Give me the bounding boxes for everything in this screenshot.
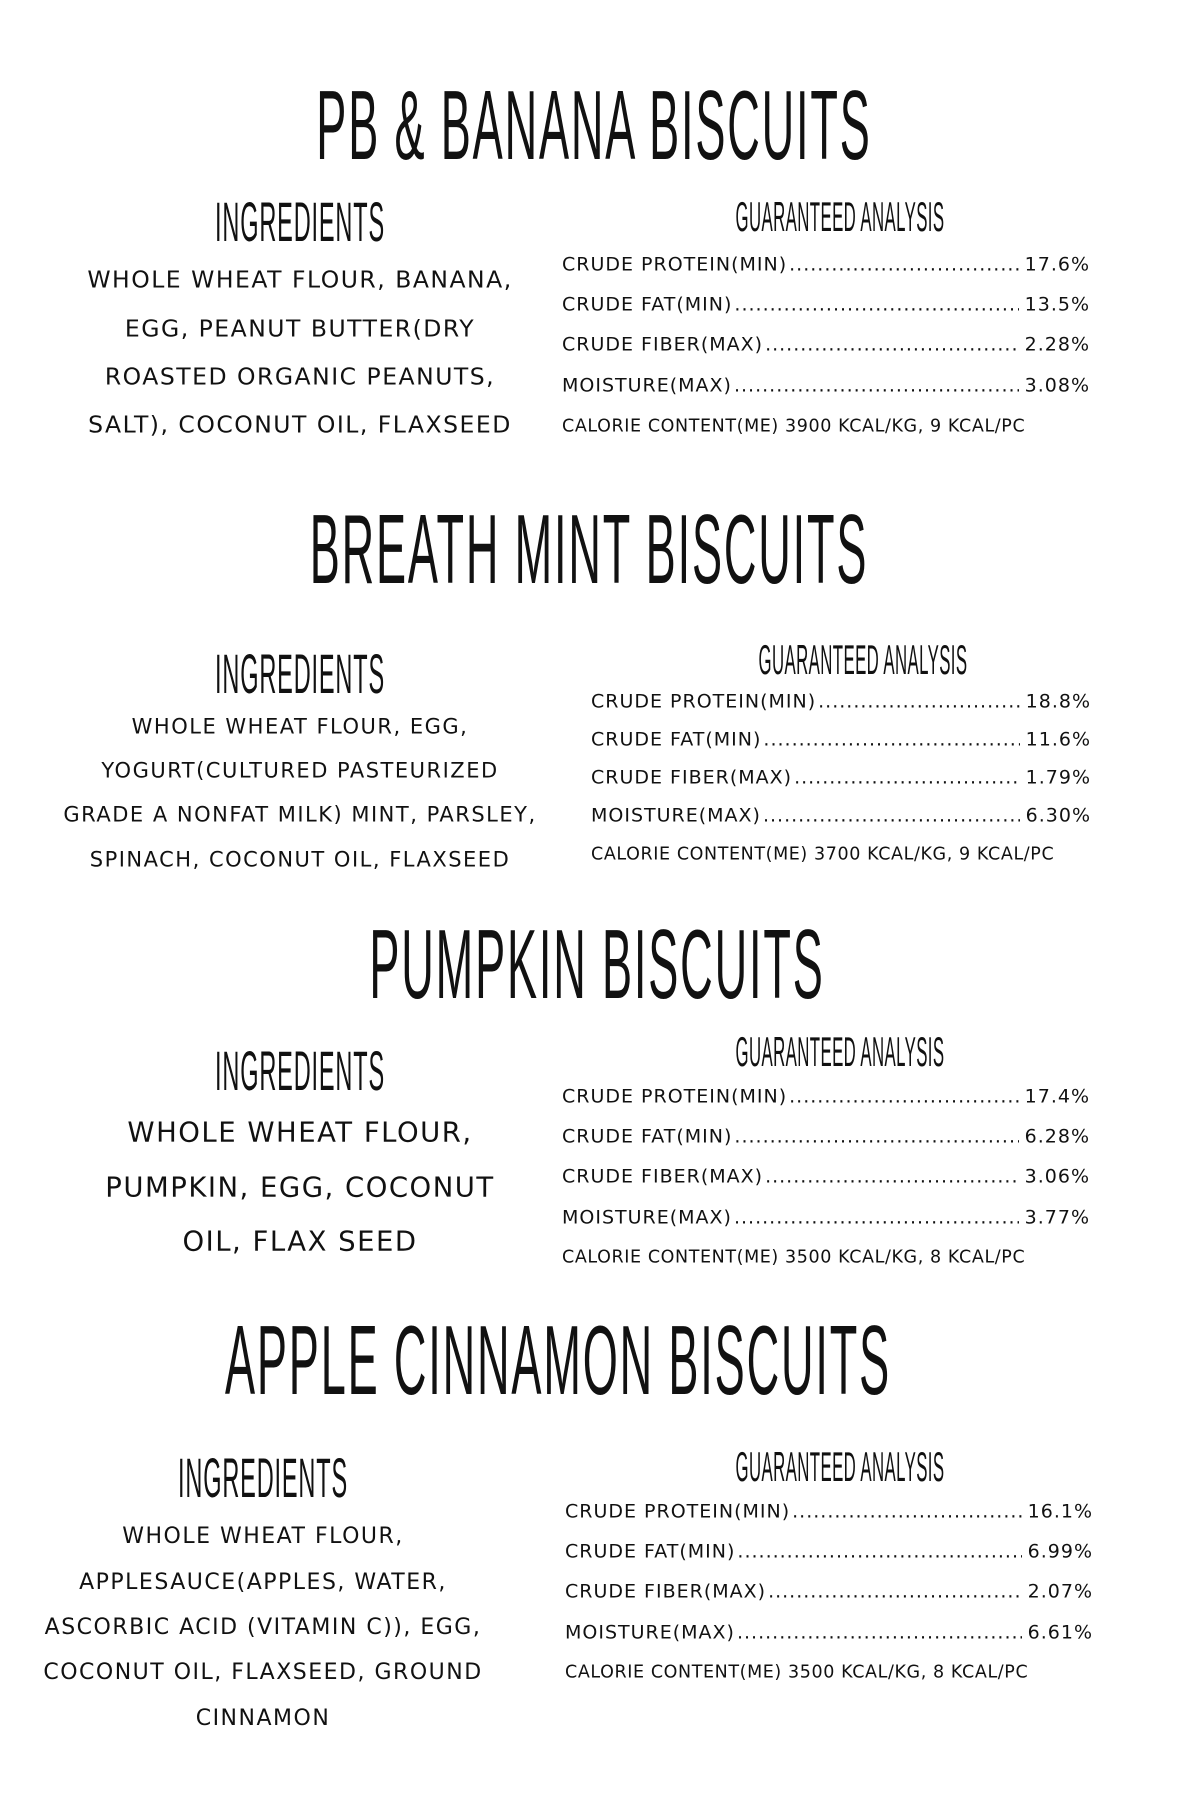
analysis-label: MOISTURE(MAX) <box>565 1621 735 1644</box>
analysis-label: CRUDE PROTEIN(MIN) <box>562 1085 788 1108</box>
dot-leader <box>818 693 1020 712</box>
analysis-label: MOISTURE(MAX) <box>562 1206 732 1229</box>
product-title: APPLE CINNAMON BISCUITS <box>224 1305 892 1415</box>
analysis-label: MOISTURE(MAX) <box>562 374 732 397</box>
analysis-row: CRUDE FIBER(MAX) 1.79% <box>591 766 1091 789</box>
dot-leader <box>737 1624 1022 1643</box>
ingredients-line: WHOLE WHEAT FLOUR, EGG, <box>131 714 469 739</box>
ingredients-heading: INGREDIENTS <box>215 642 385 705</box>
guaranteed-analysis-heading: GUARANTEED ANALYSIS <box>758 636 968 683</box>
analysis-value: 13.5% <box>1024 293 1090 316</box>
ingredients-line: GRADE A NONFAT MILK) MINT, PARSLEY, <box>63 802 537 827</box>
ingredients-line: WHOLE WHEAT FLOUR, BANANA, <box>87 265 513 294</box>
guaranteed-analysis-heading: GUARANTEED ANALYSIS <box>735 1443 945 1490</box>
dot-leader <box>765 1168 1019 1187</box>
ingredients-line: APPLESAUCE(APPLES, WATER, <box>79 1570 447 1595</box>
analysis-row: CRUDE PROTEIN(MIN) 17.6% <box>562 253 1090 276</box>
product-title: PB & BANANA BISCUITS <box>316 70 872 180</box>
analysis-row: MOISTURE(MAX) 3.77% <box>562 1206 1090 1229</box>
guaranteed-analysis-heading: GUARANTEED ANALYSIS <box>735 1028 945 1075</box>
ingredients-line: ASCORBIC ACID (VITAMIN C)), EGG, <box>44 1615 482 1640</box>
guaranteed-analysis-heading: GUARANTEED ANALYSIS <box>735 193 945 240</box>
analysis-value: 6.99% <box>1027 1540 1093 1563</box>
ingredients-line: SPINACH, COCONUT OIL, FLAXSEED <box>89 847 511 872</box>
analysis-label: CRUDE PROTEIN(MIN) <box>562 253 788 276</box>
analysis-row: CRUDE FIBER(MAX) 3.06% <box>562 1165 1090 1188</box>
dot-leader <box>789 256 1019 275</box>
analysis-value: 3.06% <box>1024 1165 1090 1188</box>
dot-leader <box>734 1209 1019 1228</box>
analysis-value: 11.6% <box>1025 728 1091 751</box>
analysis-label: CRUDE PROTEIN(MIN) <box>591 690 817 713</box>
dot-leader <box>768 1583 1022 1602</box>
analysis-row: CRUDE PROTEIN(MIN) 16.1% <box>565 1500 1093 1523</box>
dot-leader <box>792 1503 1022 1522</box>
analysis-row: MOISTURE(MAX) 6.61% <box>565 1621 1093 1644</box>
analysis-value: 18.8% <box>1025 690 1091 713</box>
ingredients-line: YOGURT(CULTURED PASTEURIZED <box>101 758 499 783</box>
analysis-row: CRUDE FIBER(MAX) 2.07% <box>565 1580 1093 1603</box>
ingredients-line: ROASTED ORGANIC PEANUTS, <box>104 362 496 391</box>
analysis-label: CRUDE FAT(MIN) <box>565 1540 736 1563</box>
analysis-value: 17.6% <box>1024 253 1090 276</box>
calorie-content: CALORIE CONTENT(ME) 3500 KCAL/KG, 8 KCAL… <box>562 1247 1026 1268</box>
analysis-value: 6.30% <box>1025 804 1091 827</box>
calorie-content: CALORIE CONTENT(ME) 3500 KCAL/KG, 8 KCAL… <box>565 1662 1029 1683</box>
analysis-row: CRUDE PROTEIN(MIN) 18.8% <box>591 690 1091 713</box>
analysis-row: CRUDE FAT(MIN) 6.28% <box>562 1125 1090 1148</box>
analysis-row: CRUDE FIBER(MAX) 2.28% <box>562 333 1090 356</box>
analysis-value: 2.07% <box>1027 1580 1093 1603</box>
calorie-content: CALORIE CONTENT(ME) 3900 KCAL/KG, 9 KCAL… <box>562 416 1026 437</box>
analysis-label: CRUDE FAT(MIN) <box>562 1125 733 1148</box>
ingredients-line: WHOLE WHEAT FLOUR, <box>122 1524 404 1549</box>
ingredients-heading: INGREDIENTS <box>215 1039 385 1102</box>
ingredients-line: EGG, PEANUT BUTTER(DRY <box>124 314 476 343</box>
product-title: PUMPKIN BISCUITS <box>369 909 825 1019</box>
dot-leader <box>794 769 1020 788</box>
analysis-row: CRUDE PROTEIN(MIN) 17.4% <box>562 1085 1090 1108</box>
dot-leader <box>765 336 1019 355</box>
analysis-value: 3.08% <box>1024 374 1090 397</box>
analysis-label: CRUDE FAT(MIN) <box>562 293 733 316</box>
analysis-label: CRUDE FIBER(MAX) <box>591 766 793 789</box>
analysis-value: 2.28% <box>1024 333 1090 356</box>
analysis-value: 3.77% <box>1024 1206 1090 1229</box>
analysis-row: CRUDE FAT(MIN) 6.99% <box>565 1540 1093 1563</box>
analysis-label: CRUDE FIBER(MAX) <box>562 1165 764 1188</box>
analysis-value: 1.79% <box>1025 766 1091 789</box>
dot-leader <box>789 1088 1019 1107</box>
analysis-row: CRUDE FAT(MIN) 11.6% <box>591 728 1091 751</box>
dot-leader <box>734 296 1018 315</box>
dot-leader <box>734 377 1019 396</box>
analysis-row: CRUDE FAT(MIN) 13.5% <box>562 293 1090 316</box>
analysis-label: CRUDE FIBER(MAX) <box>565 1580 767 1603</box>
analysis-label: CRUDE FIBER(MAX) <box>562 333 764 356</box>
analysis-row: MOISTURE(MAX) 3.08% <box>562 374 1090 397</box>
analysis-label: MOISTURE(MAX) <box>591 804 761 827</box>
dot-leader <box>763 731 1019 750</box>
ingredients-line: PUMPKIN, EGG, COCONUT <box>105 1171 495 1204</box>
ingredients-heading: INGREDIENTS <box>178 1446 348 1509</box>
ingredients-line: OIL, FLAX SEED <box>182 1225 418 1258</box>
analysis-row: MOISTURE(MAX) 6.30% <box>591 804 1091 827</box>
analysis-value: 17.4% <box>1024 1085 1090 1108</box>
ingredients-heading: INGREDIENTS <box>215 190 385 253</box>
analysis-value: 6.28% <box>1024 1125 1090 1148</box>
dot-leader <box>734 1128 1018 1147</box>
analysis-value: 6.61% <box>1027 1621 1093 1644</box>
ingredients-line: CINNAMON <box>195 1706 331 1731</box>
analysis-label: CRUDE FAT(MIN) <box>591 728 762 751</box>
calorie-content: CALORIE CONTENT(ME) 3700 KCAL/KG, 9 KCAL… <box>591 844 1055 865</box>
product-title: BREATH MINT BISCUITS <box>309 494 869 604</box>
ingredients-line: WHOLE WHEAT FLOUR, <box>127 1116 473 1149</box>
analysis-value: 16.1% <box>1027 1500 1093 1523</box>
ingredients-line: SALT), COCONUT OIL, FLAXSEED <box>88 410 512 439</box>
dot-leader <box>737 1543 1021 1562</box>
ingredients-line: COCONUT OIL, FLAXSEED, GROUND <box>43 1660 483 1685</box>
dot-leader <box>763 807 1020 826</box>
analysis-label: CRUDE PROTEIN(MIN) <box>565 1500 791 1523</box>
